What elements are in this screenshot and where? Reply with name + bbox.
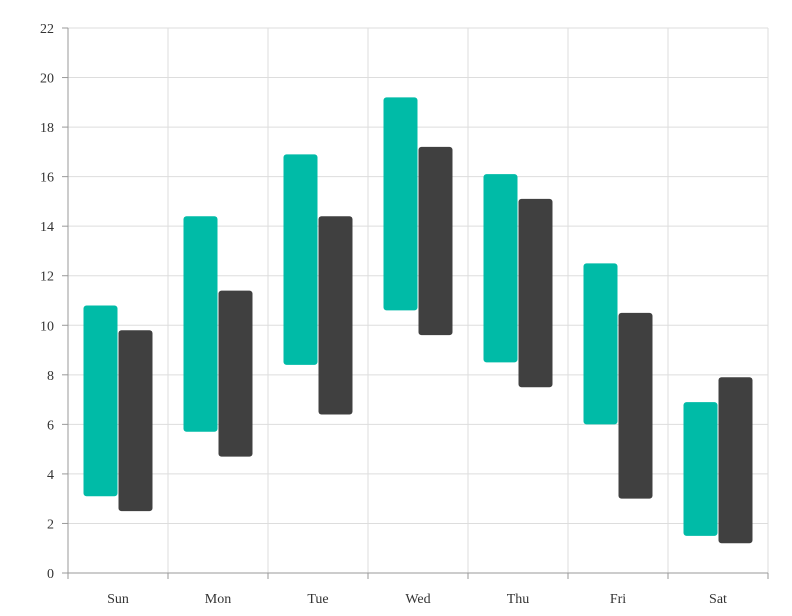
bar-series-1-tue[interactable] [283,154,318,365]
x-tick-label: Sat [709,592,727,607]
x-tick-label: Sun [107,592,129,607]
bar-series-2-sat[interactable] [718,377,753,544]
y-tick-label: 0 [47,567,54,582]
x-tick-label: Tue [307,592,328,607]
y-tick-label: 4 [47,468,54,483]
y-tick-label: 8 [47,369,54,384]
bar-series-2-mon[interactable] [218,290,253,457]
axes [62,27,769,579]
y-tick-label: 20 [40,72,54,87]
x-tick-label: Mon [205,592,231,607]
y-tick-label: 18 [40,121,54,136]
bar-series-1-mon[interactable] [183,216,218,432]
y-tick-label: 22 [40,22,54,37]
bar-series-1-sat[interactable] [683,402,718,536]
bar-series-2-sun[interactable] [118,330,153,512]
bar-series-1-thu[interactable] [483,174,518,363]
grid-lines [67,27,769,574]
tick-labels: 0 2 4 6 8 10 12 14 16 18 20 22 Sun Mon Tue Wed Thu Fri Sat [40,22,727,607]
bar-series-1-sun[interactable] [83,305,118,497]
x-tick-label: Fri [610,592,626,607]
y-tick-label: 16 [40,171,54,186]
y-tick-label: 10 [40,319,54,334]
bar-series-1-wed[interactable] [383,97,418,311]
y-tick-label: 2 [47,517,54,532]
y-tick-label: 12 [40,270,54,285]
bar-series-2-thu[interactable] [518,198,553,388]
bars [83,97,753,544]
bar-series-2-tue[interactable] [318,216,353,415]
bar-series-1-fri[interactable] [583,263,618,425]
y-tick-label: 6 [47,418,54,433]
x-tick-label: Thu [507,592,530,607]
y-tick-label: 14 [40,220,54,235]
bar-series-2-fri[interactable] [618,312,653,499]
bar-series-2-wed[interactable] [418,146,453,336]
x-tick-label: Wed [405,592,430,607]
